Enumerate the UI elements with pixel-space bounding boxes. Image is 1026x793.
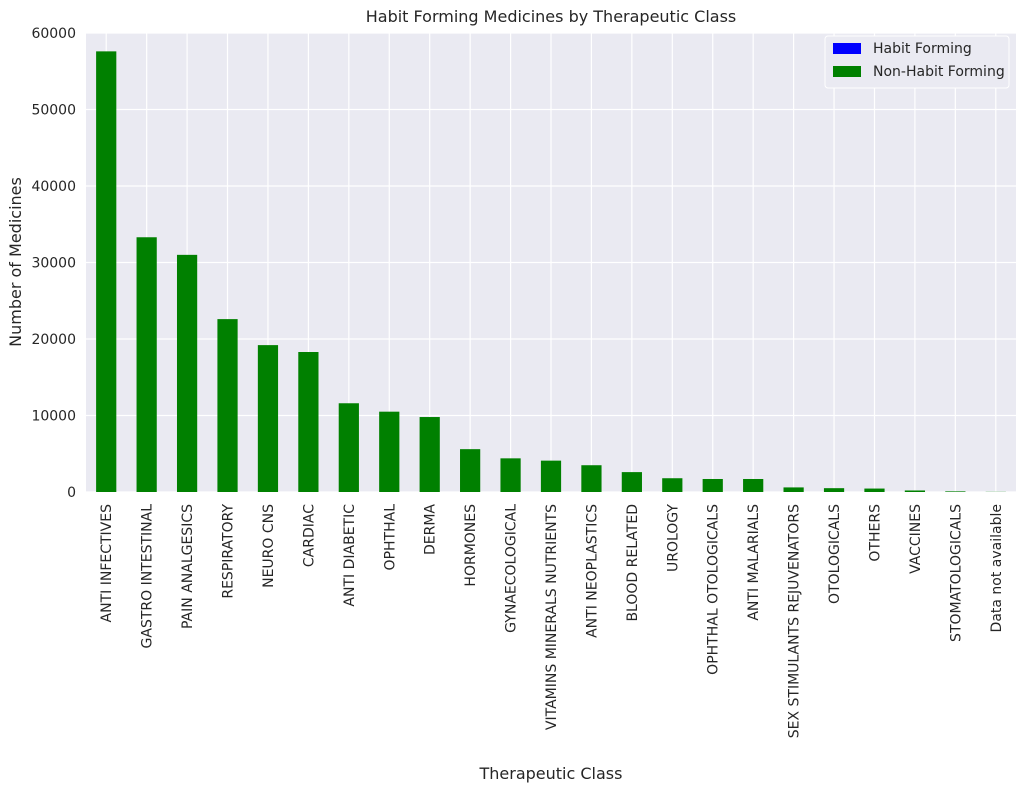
bars [96,51,1006,493]
bar-non-habit-forming [581,465,602,492]
bar-non-habit-forming [540,460,562,492]
bar-non-habit-forming [864,488,885,492]
x-axis-title: Therapeutic Class [479,764,623,783]
y-tick-label: 40000 [31,179,76,195]
x-tick-label: ANTI DIABETIC [342,504,358,607]
x-tick-label: OTOLOGICALS [827,504,843,604]
y-tick-label: 10000 [31,409,76,425]
legend-swatch-non-habit-forming [833,66,861,77]
x-tick-label: OTHERS [867,504,883,562]
bar-non-habit-forming [96,51,117,493]
bar-non-habit-forming [460,449,481,492]
bar-non-habit-forming [217,319,238,492]
bar-non-habit-forming [298,352,319,492]
bar-non-habit-forming [338,403,359,492]
bar-non-habit-forming [621,472,642,492]
legend: Habit Forming Non-Habit Forming [824,35,1010,89]
bar-non-habit-forming [662,478,683,492]
x-tick-label: OPHTHAL OTOLOGICALS [706,504,722,675]
bar-non-habit-forming [702,478,723,492]
x-tick-label: VACCINES [908,504,924,574]
y-tick-label: 0 [67,485,76,501]
x-tick-label: CARDIAC [301,504,317,567]
x-tick-label: Data not available [989,504,1005,632]
x-tick-label: STOMATOLOGICALS [948,504,964,642]
x-tick-label: OPHTHAL [382,504,398,571]
x-tick-label: ANTI NEOPLASTICS [584,504,600,638]
bar-non-habit-forming [500,458,521,492]
x-tick-label: ANTI INFECTIVES [99,504,115,623]
bar-non-habit-forming [419,417,440,492]
legend-swatch-habit-forming [833,43,861,54]
x-tick-label: UROLOGY [665,504,681,572]
bar-non-habit-forming [743,478,764,492]
x-tick-label: DERMA [423,504,439,555]
legend-label-non-habit-forming: Non-Habit Forming [873,64,1005,80]
x-tick-label: RESPIRATORY [221,504,237,599]
x-tick-label: PAIN ANALGESICS [180,504,196,629]
y-axis-title: Number of Medicines [6,177,25,347]
bar-non-habit-forming [379,411,400,492]
x-tick-label: GYNAECOLOGICAL [504,504,520,633]
bar-non-habit-forming [823,488,845,492]
legend-box [824,35,1010,89]
x-tick-label: HORMONES [463,504,479,587]
bar-non-habit-forming [136,237,157,492]
bar-non-habit-forming [904,490,926,492]
bar-non-habit-forming [945,491,966,492]
x-tick-label: SEX STIMULANTS REJUVENATORS [787,504,803,738]
bar-non-habit-forming [176,254,198,492]
bar-non-habit-forming [257,345,279,492]
x-tick-label: GASTRO INTESTINAL [140,504,156,649]
y-tick-labels: 0 10000 20000 30000 40000 50000 60000 [31,26,76,501]
chart-title: Habit Forming Medicines by Therapeutic C… [366,7,737,26]
y-tick-label: 30000 [31,256,76,272]
x-tick-label: BLOOD RELATED [625,504,641,622]
legend-label-habit-forming: Habit Forming [873,41,972,57]
x-tick-label: ANTI MALARIALS [746,504,762,621]
y-tick-label: 60000 [31,26,76,42]
x-tick-label: VITAMINS MINERALS NUTRIENTS [544,504,560,730]
y-tick-label: 20000 [31,332,76,348]
bar-non-habit-forming [783,487,804,492]
x-tick-label: NEURO CNS [261,504,277,588]
x-tick-labels: ANTI INFECTIVES GASTRO INTESTINAL PAIN ANA… [99,504,1005,739]
y-tick-label: 50000 [31,103,76,119]
